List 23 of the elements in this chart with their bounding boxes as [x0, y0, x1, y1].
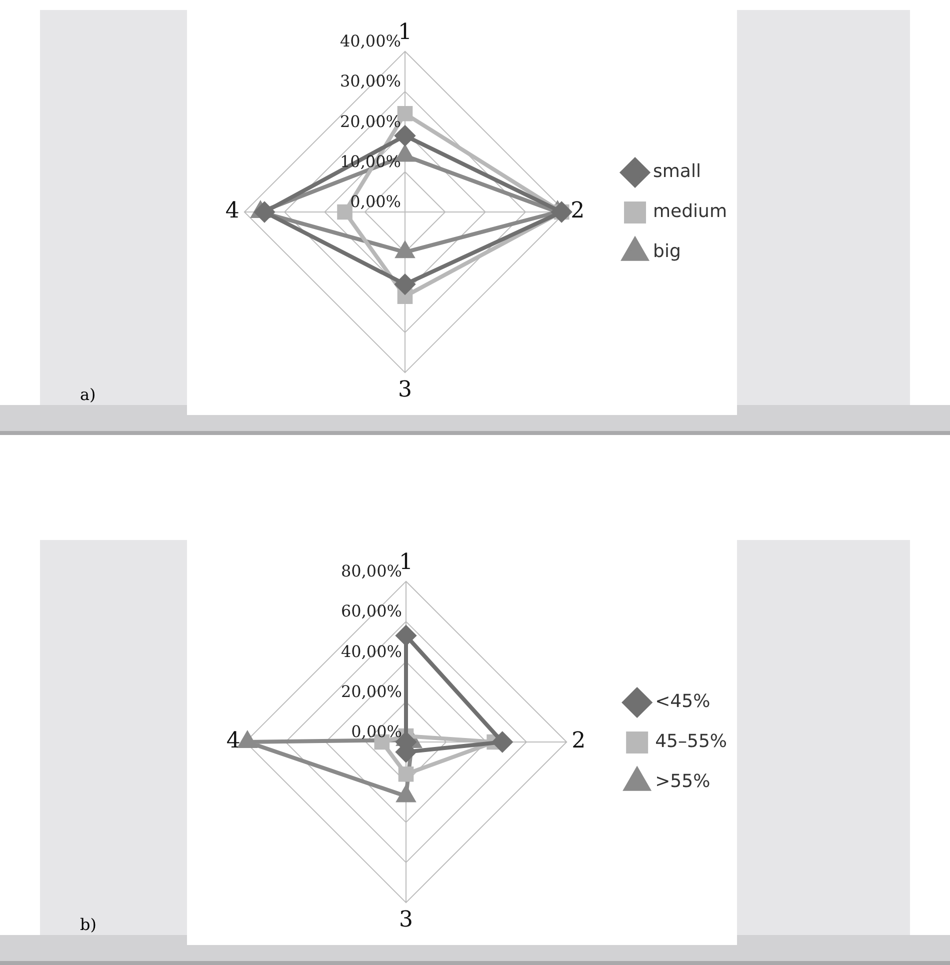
y-tick-label: 20,00%: [340, 682, 402, 702]
legend-label: 45–55%: [655, 731, 728, 752]
y-tick-label: 0,00%: [351, 722, 402, 742]
legend-label: small: [653, 161, 701, 182]
spoke-label: 3: [399, 908, 413, 933]
y-tick-label: 0,00%: [350, 192, 401, 212]
y-tick-label: 60,00%: [340, 602, 402, 621]
spoke-label: 2: [572, 728, 586, 754]
y-tick-label: 80,00%: [340, 562, 402, 581]
y-tick-label: 40,00%: [340, 642, 402, 661]
y-tick-label: 30,00%: [340, 72, 401, 91]
spoke-label: 3: [398, 378, 412, 403]
text: a): [80, 385, 96, 404]
legend-label: >55%: [655, 771, 710, 792]
legend-label: medium: [653, 201, 728, 222]
spoke-label: 4: [226, 728, 240, 754]
y-tick-label: 20,00%: [340, 112, 401, 131]
legend-label: big: [653, 241, 681, 262]
spoke-label: 4: [225, 198, 240, 224]
y-tick-label: 40,00%: [340, 32, 401, 51]
spoke-label: 2: [570, 198, 585, 224]
text: b): [80, 915, 96, 934]
legend-label: <45%: [655, 691, 710, 712]
